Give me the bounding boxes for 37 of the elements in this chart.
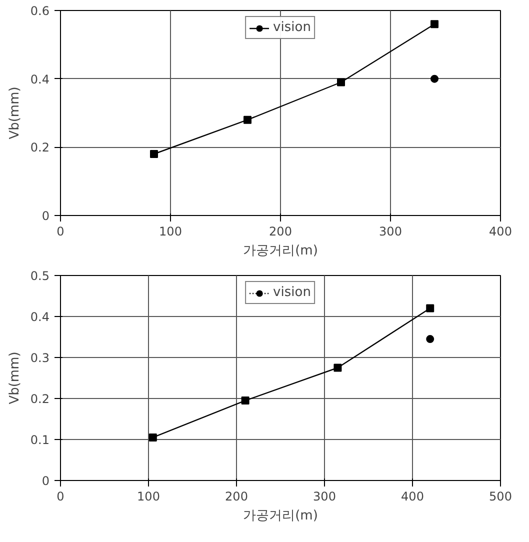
y-tick-label: 0.6 [30, 4, 50, 18]
y-axis-title: Vb(mm) [7, 86, 22, 140]
y-tick-label: 0.2 [30, 392, 50, 406]
x-tick-label: 500 [489, 490, 512, 504]
x-tick-label: 200 [269, 224, 292, 238]
y-tick-label: 0.2 [30, 140, 50, 155]
point [334, 364, 342, 372]
y-tick-label: 0.1 [30, 433, 50, 447]
point [150, 150, 158, 158]
x-tick-label: 400 [401, 490, 424, 504]
legend-label: vision [273, 20, 311, 35]
x-tick-label: 100 [137, 490, 160, 504]
point [426, 304, 434, 312]
point [244, 116, 252, 124]
y-axis-title: Vb(mm) [7, 352, 22, 404]
y-tick-label: 0 [42, 209, 50, 223]
x-tick-label: 0 [56, 224, 64, 238]
x-tick-label: 0 [56, 490, 64, 504]
y-tick-label: 0.4 [30, 72, 50, 86]
x-tick-label: 200 [225, 490, 248, 504]
x-tick-label: 300 [379, 224, 402, 238]
legend-label: vision [273, 285, 311, 300]
point [426, 335, 434, 344]
point [241, 396, 250, 405]
x-tick-label: 400 [489, 224, 512, 238]
y-tick-label: 0.4 [30, 310, 50, 324]
x-axis-title: 가공거리(m) [243, 244, 318, 258]
y-tick-label: 0.5 [30, 269, 50, 283]
point [430, 74, 438, 83]
x-axis-title: 가공거리(m) [243, 508, 318, 524]
y-tick-label: 0.3 [30, 351, 50, 365]
point [148, 433, 157, 442]
point [430, 20, 438, 28]
x-tick-label: 100 [159, 224, 182, 238]
x-tick-label: 300 [313, 490, 336, 504]
y-tick-label: 0 [42, 474, 50, 488]
point [337, 78, 345, 86]
